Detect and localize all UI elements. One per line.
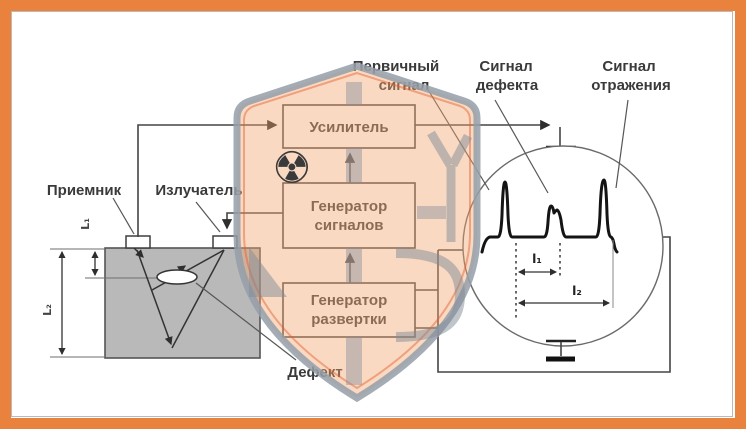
watermark-triangle-glyph	[249, 247, 287, 297]
dimension-label-L1: L₁	[79, 218, 92, 230]
sweep-generator-box-rect	[282, 282, 416, 338]
watermark-d-glyph	[395, 248, 466, 342]
emitter-transducer	[212, 235, 238, 249]
watermark-band-segment	[346, 248, 362, 283]
leader-emitter	[195, 201, 221, 233]
primary-signal-label-line2: сигнал	[379, 77, 430, 94]
beam-receiver-to-bottom	[136, 249, 173, 346]
signal-generator-label-line2: сигналов	[315, 217, 384, 234]
leader-reflection-signal	[615, 99, 629, 189]
dimension-label-l2: l₂	[572, 283, 582, 298]
crt-screen-circle	[462, 145, 664, 347]
beam-emitter-to-defect	[151, 249, 225, 291]
signal-generator-label-line1: Генератор	[311, 198, 387, 215]
sweep-generator-label-line1: Генератор	[311, 292, 387, 309]
amplifier-box-rect	[282, 104, 416, 149]
wire-signalgen-to-emitter	[221, 212, 283, 230]
watermark-shield-outline	[233, 62, 481, 403]
defect-signal-label-line2: дефекта	[476, 77, 539, 94]
watermark-band-segment	[346, 337, 362, 385]
amplifier-box: Усилитель	[282, 104, 416, 149]
waveform-trace	[480, 178, 619, 254]
watermark-band-horizontal	[417, 206, 446, 219]
defect-ellipse	[156, 269, 198, 285]
dimension-label-L2: L₂	[41, 304, 54, 316]
inner-border	[11, 11, 733, 417]
beam-bottom-to-emitter	[171, 249, 225, 349]
defect-signal-label-line1: Сигнал	[479, 58, 532, 75]
reflection-signal-label-line1: Сигнал	[602, 58, 655, 75]
sweep-generator-box: Генератор развертки	[282, 282, 416, 338]
signal-generator-box-rect	[282, 182, 416, 249]
dimension-label-l1: l₁	[532, 251, 542, 266]
watermark-shield-logo: ☢	[233, 62, 481, 403]
receiver-label: Приемник	[47, 182, 122, 199]
leader-defect	[195, 282, 297, 361]
sweep-generator-label-line2: развертки	[311, 311, 387, 328]
beam-arrow-into-block	[133, 247, 144, 258]
watermark-y-glyph	[427, 130, 472, 242]
signal-generator-box: Генератор сигналов	[282, 182, 416, 249]
reflection-signal-label-line2: отражения	[591, 77, 670, 94]
radiation-icon: ☢	[272, 143, 311, 194]
leader-defect-signal	[494, 99, 549, 194]
watermark-shield-inner-line	[243, 71, 471, 390]
watermark-band-segment	[346, 148, 362, 183]
emitter-label: Излучатель	[155, 182, 242, 199]
amplifier-label: Усилитель	[309, 119, 388, 136]
watermark-band-segment	[346, 82, 362, 105]
receiver-transducer	[125, 235, 151, 249]
wire-receiver-to-amplifier	[137, 119, 278, 237]
leader-receiver	[112, 197, 135, 235]
